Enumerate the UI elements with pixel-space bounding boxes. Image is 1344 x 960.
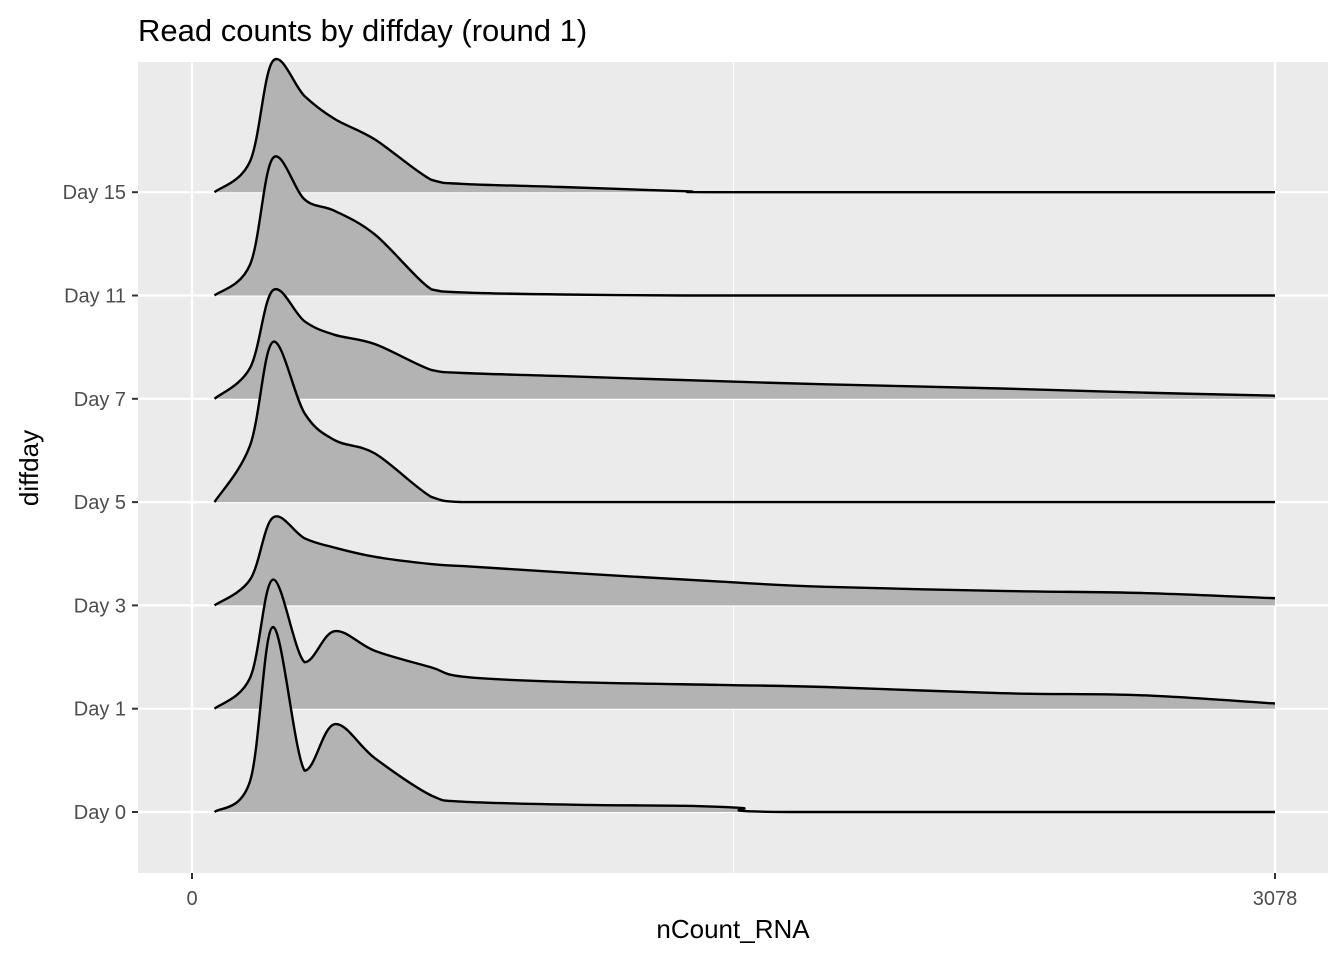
ridge-fill xyxy=(214,516,1275,606)
x-tick-label: 0 xyxy=(186,888,197,910)
y-tick-label: Day 0 xyxy=(74,802,126,824)
ridges xyxy=(213,57,1276,814)
x-tick-label: 3078 xyxy=(1253,888,1298,910)
ridge-day-3 xyxy=(213,515,1276,607)
ridge-line xyxy=(213,155,1275,297)
ridge-line xyxy=(213,578,1276,710)
y-tick-label: Day 11 xyxy=(64,286,126,308)
ridge-day-11 xyxy=(213,155,1275,297)
y-tick-label: Day 1 xyxy=(74,699,126,721)
ridge-day-1 xyxy=(213,578,1276,710)
ridge-day-15 xyxy=(213,57,1275,194)
ridge-line xyxy=(213,515,1276,607)
ridge-line xyxy=(213,625,1275,814)
y-axis-title: diffday xyxy=(14,430,44,506)
y-tick-label: Day 15 xyxy=(63,182,126,204)
y-tick-label: Day 3 xyxy=(74,595,126,617)
x-axis-title: nCount_RNA xyxy=(656,914,810,944)
chart-title: Read counts by diffday (round 1) xyxy=(138,13,587,48)
ridge-fill xyxy=(214,627,1275,812)
ridge-day-7 xyxy=(213,287,1276,400)
ridge-line xyxy=(213,57,1275,194)
y-tick-label: Day 7 xyxy=(74,389,126,411)
ridge-fill xyxy=(214,341,1275,503)
ridge-fill xyxy=(214,59,1275,193)
ridge-fill xyxy=(214,579,1275,709)
y-tick-label: Day 5 xyxy=(74,492,126,514)
ridge-line xyxy=(213,287,1276,400)
ridge-day-0 xyxy=(213,625,1275,814)
axes: Day 0 Day 1 Day 3 Day 5 Day 7 Day 11 Day 15 0 30… xyxy=(63,182,1298,910)
ridge-fill xyxy=(214,289,1275,399)
ridge-fill xyxy=(214,156,1275,296)
ridge-day-5 xyxy=(213,340,1275,504)
ridge-line xyxy=(213,340,1275,504)
